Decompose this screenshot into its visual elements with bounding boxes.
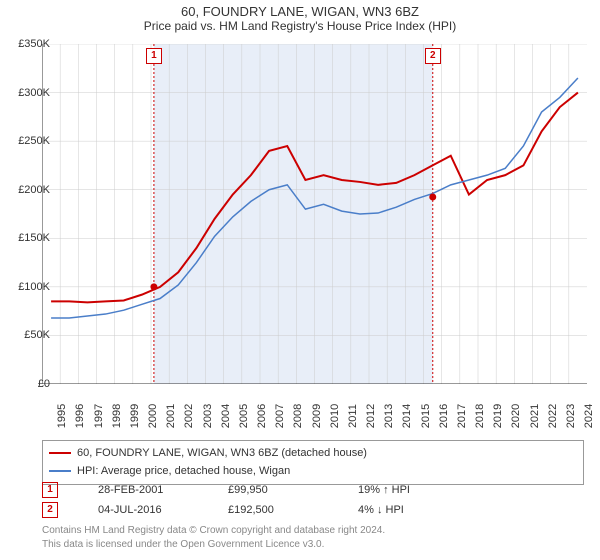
footnote: Contains HM Land Registry data © Crown c… (42, 524, 385, 551)
x-axis-tick: 1996 (74, 404, 86, 428)
y-axis-tick: £0 (2, 378, 50, 390)
x-axis-tick: 1999 (129, 404, 141, 428)
chart-legend: 60, FOUNDRY LANE, WIGAN, WN3 6BZ (detach… (42, 440, 584, 485)
y-axis-tick: £300K (2, 87, 50, 99)
legend-label: 60, FOUNDRY LANE, WIGAN, WN3 6BZ (detach… (77, 447, 367, 459)
x-axis-tick: 2020 (510, 404, 522, 428)
x-axis-tick: 2013 (383, 404, 395, 428)
x-axis-tick: 2010 (329, 404, 341, 428)
x-axis-tick: 1997 (93, 404, 105, 428)
sale-row: 1 28-FEB-2001 £99,950 19% ↑ HPI (42, 482, 448, 498)
x-axis-tick: 1995 (56, 404, 68, 428)
x-axis-tick: 2019 (492, 404, 504, 428)
x-axis-tick: 2016 (438, 404, 450, 428)
sale-price: £192,500 (228, 504, 318, 516)
x-axis-tick: 2011 (347, 404, 359, 428)
sale-row: 2 04-JUL-2016 £192,500 4% ↓ HPI (42, 502, 448, 518)
x-axis-tick: 2000 (147, 404, 159, 428)
sale-id-badge: 1 (42, 482, 58, 498)
x-axis-tick: 2001 (165, 404, 177, 428)
x-axis-tick: 2024 (583, 404, 595, 428)
x-axis-tick: 2014 (401, 404, 413, 428)
x-axis-tick: 2004 (220, 404, 232, 428)
y-axis-tick: £50K (2, 329, 50, 341)
sale-delta: 19% ↑ HPI (358, 484, 448, 496)
x-axis-tick: 2007 (274, 404, 286, 428)
x-axis-tick: 2018 (474, 404, 486, 428)
y-axis-tick: £200K (2, 184, 50, 196)
x-axis-tick: 1998 (111, 404, 123, 428)
x-axis-tick: 2002 (183, 404, 195, 428)
y-axis-tick: £250K (2, 135, 50, 147)
sale-date: 28-FEB-2001 (98, 484, 188, 496)
legend-swatch (49, 470, 71, 472)
x-axis-tick: 2015 (420, 404, 432, 428)
x-axis-tick: 2006 (256, 404, 268, 428)
sale-marker-badge: 2 (425, 48, 441, 64)
legend-item: HPI: Average price, detached house, Wiga… (49, 463, 577, 481)
sale-id-badge: 2 (42, 502, 58, 518)
y-axis-tick: £150K (2, 232, 50, 244)
x-axis-tick: 2008 (292, 404, 304, 428)
x-axis-tick: 2009 (311, 404, 323, 428)
x-axis-tick: 2005 (238, 404, 250, 428)
x-axis-tick: 2012 (365, 404, 377, 428)
footnote-line1: Contains HM Land Registry data © Crown c… (42, 525, 385, 536)
x-axis-tick: 2022 (547, 404, 559, 428)
sale-delta: 4% ↓ HPI (358, 504, 448, 516)
sale-marker-badge: 1 (146, 48, 162, 64)
x-axis-tick: 2003 (202, 404, 214, 428)
legend-label: HPI: Average price, detached house, Wiga… (77, 465, 290, 477)
legend-swatch (49, 452, 71, 454)
chart-plot-area (42, 44, 587, 384)
sale-price: £99,950 (228, 484, 318, 496)
chart-subtitle: Price paid vs. HM Land Registry's House … (0, 19, 600, 37)
y-axis-tick: £350K (2, 38, 50, 50)
x-axis-tick: 2023 (565, 404, 577, 428)
x-axis-tick: 2021 (529, 404, 541, 428)
legend-item: 60, FOUNDRY LANE, WIGAN, WN3 6BZ (detach… (49, 445, 577, 463)
x-axis-tick: 2017 (456, 404, 468, 428)
y-axis-tick: £100K (2, 281, 50, 293)
footnote-line2: This data is licensed under the Open Gov… (42, 539, 324, 550)
chart-title: 60, FOUNDRY LANE, WIGAN, WN3 6BZ (0, 0, 600, 19)
sales-table: 1 28-FEB-2001 £99,950 19% ↑ HPI 2 04-JUL-2016… (42, 482, 448, 522)
sale-date: 04-JUL-2016 (98, 504, 188, 516)
